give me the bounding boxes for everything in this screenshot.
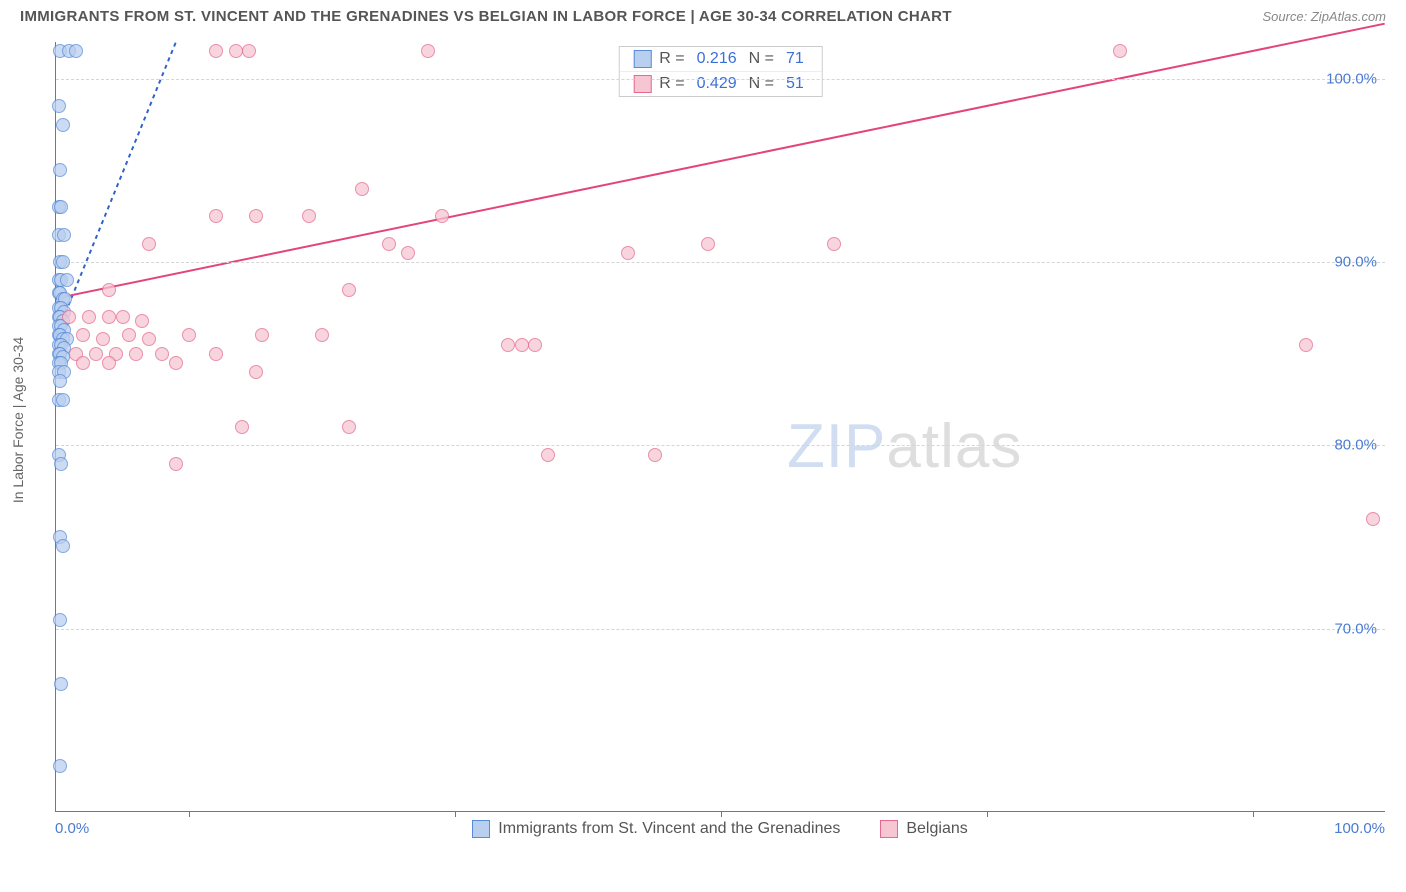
scatter-point bbox=[229, 44, 243, 58]
scatter-point bbox=[209, 44, 223, 58]
bottom-legend-item-1: Immigrants from St. Vincent and the Gren… bbox=[472, 820, 840, 838]
scatter-point bbox=[102, 356, 116, 370]
scatter-point bbox=[69, 44, 83, 58]
scatter-point bbox=[528, 338, 542, 352]
scatter-point bbox=[1299, 338, 1313, 352]
scatter-point bbox=[1113, 44, 1127, 58]
scatter-point bbox=[169, 356, 183, 370]
scatter-point bbox=[355, 182, 369, 196]
x-tick bbox=[721, 811, 722, 817]
scatter-point bbox=[135, 314, 149, 328]
x-tick bbox=[455, 811, 456, 817]
scatter-point bbox=[96, 332, 110, 346]
n-label-1: N = bbox=[749, 50, 774, 68]
scatter-point bbox=[52, 99, 66, 113]
scatter-point bbox=[54, 200, 68, 214]
scatter-point bbox=[182, 328, 196, 342]
scatter-point bbox=[169, 457, 183, 471]
scatter-point bbox=[501, 338, 515, 352]
y-axis-label: In Labor Force | Age 30-34 bbox=[10, 337, 26, 503]
y-tick-label: 90.0% bbox=[1334, 254, 1377, 271]
scatter-point bbox=[62, 310, 76, 324]
scatter-point bbox=[315, 328, 329, 342]
y-tick-label: 70.0% bbox=[1334, 620, 1377, 637]
scatter-point bbox=[57, 228, 71, 242]
bottom-legend-label-2: Belgians bbox=[906, 820, 967, 838]
scatter-point bbox=[53, 374, 67, 388]
bottom-legend-item-2: Belgians bbox=[880, 820, 967, 838]
swatch-series1 bbox=[633, 50, 651, 68]
scatter-point bbox=[209, 209, 223, 223]
x-tick bbox=[1253, 811, 1254, 817]
scatter-point bbox=[421, 44, 435, 58]
scatter-point bbox=[827, 237, 841, 251]
scatter-point bbox=[541, 448, 555, 462]
scatter-point bbox=[76, 328, 90, 342]
r-value-1: 0.216 bbox=[697, 50, 737, 68]
scatter-point bbox=[342, 420, 356, 434]
scatter-point bbox=[209, 347, 223, 361]
scatter-point bbox=[342, 283, 356, 297]
trend-line bbox=[56, 42, 176, 335]
scatter-point bbox=[142, 237, 156, 251]
correlation-legend: R = 0.216 N = 71 R = 0.429 N = 51 bbox=[618, 46, 823, 97]
scatter-point bbox=[60, 273, 74, 287]
x-tick bbox=[189, 811, 190, 817]
gridline bbox=[56, 79, 1385, 80]
legend-row-series1: R = 0.216 N = 71 bbox=[619, 47, 822, 71]
trend-lines-layer bbox=[56, 42, 1385, 811]
scatter-point bbox=[648, 448, 662, 462]
scatter-point bbox=[56, 393, 70, 407]
scatter-point bbox=[382, 237, 396, 251]
n-value-1: 71 bbox=[786, 50, 804, 68]
scatter-point bbox=[515, 338, 529, 352]
scatter-point bbox=[82, 310, 96, 324]
scatter-point bbox=[249, 365, 263, 379]
y-tick-label: 100.0% bbox=[1326, 70, 1377, 87]
scatter-point bbox=[1366, 512, 1380, 526]
scatter-point bbox=[401, 246, 415, 260]
bottom-legend-label-1: Immigrants from St. Vincent and the Gren… bbox=[498, 820, 840, 838]
y-tick-label: 80.0% bbox=[1334, 437, 1377, 454]
scatter-point bbox=[122, 328, 136, 342]
scatter-point bbox=[249, 209, 263, 223]
swatch-icon bbox=[880, 820, 898, 838]
scatter-point bbox=[56, 255, 70, 269]
scatter-point bbox=[116, 310, 130, 324]
gridline bbox=[56, 445, 1385, 446]
scatter-point bbox=[255, 328, 269, 342]
gridline bbox=[56, 262, 1385, 263]
scatter-point bbox=[242, 44, 256, 58]
gridline bbox=[56, 629, 1385, 630]
scatter-point bbox=[435, 209, 449, 223]
scatter-point bbox=[129, 347, 143, 361]
scatter-point bbox=[102, 283, 116, 297]
scatter-point bbox=[56, 539, 70, 553]
legend-row-series2: R = 0.429 N = 51 bbox=[619, 71, 822, 96]
scatter-point bbox=[235, 420, 249, 434]
scatter-point bbox=[621, 246, 635, 260]
scatter-point bbox=[53, 163, 67, 177]
scatter-point bbox=[54, 457, 68, 471]
scatter-point bbox=[102, 310, 116, 324]
scatter-point bbox=[142, 332, 156, 346]
scatter-point bbox=[89, 347, 103, 361]
bottom-legend: Immigrants from St. Vincent and the Gren… bbox=[55, 820, 1385, 838]
chart-header: IMMIGRANTS FROM ST. VINCENT AND THE GREN… bbox=[0, 0, 1406, 29]
scatter-point bbox=[54, 677, 68, 691]
scatter-point bbox=[53, 759, 67, 773]
scatter-plot-area: ZIPatlas R = 0.216 N = 71 R = 0.429 N = … bbox=[55, 42, 1385, 812]
scatter-point bbox=[302, 209, 316, 223]
source-attribution: Source: ZipAtlas.com bbox=[1262, 9, 1386, 24]
chart-title: IMMIGRANTS FROM ST. VINCENT AND THE GREN… bbox=[20, 8, 952, 25]
scatter-point bbox=[155, 347, 169, 361]
scatter-point bbox=[76, 356, 90, 370]
swatch-icon bbox=[472, 820, 490, 838]
r-label-1: R = bbox=[659, 50, 684, 68]
x-tick bbox=[987, 811, 988, 817]
scatter-point bbox=[53, 613, 67, 627]
scatter-point bbox=[701, 237, 715, 251]
scatter-point bbox=[56, 118, 70, 132]
